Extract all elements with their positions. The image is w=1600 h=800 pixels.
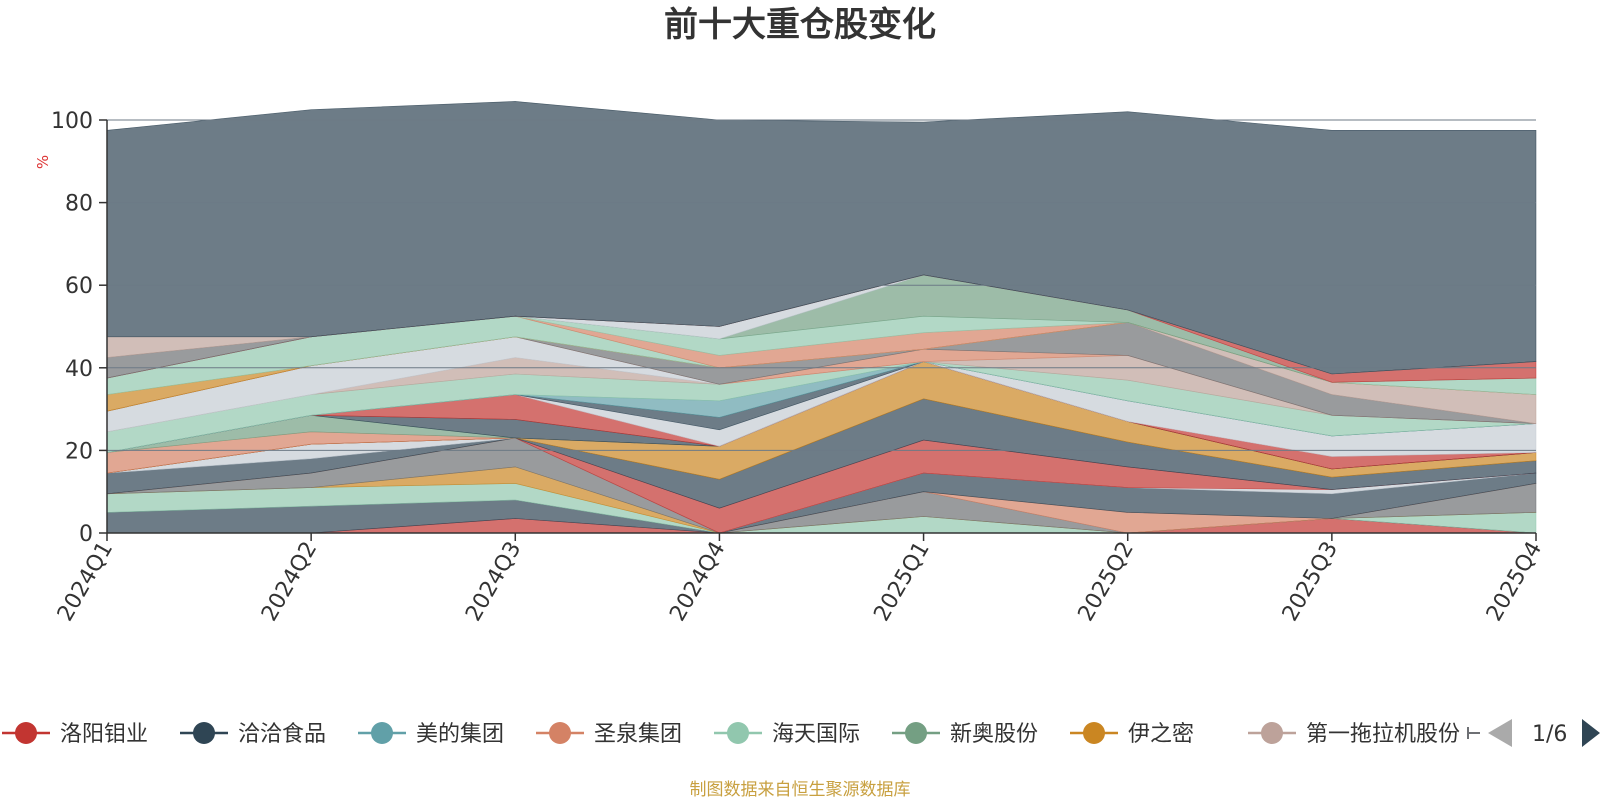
legend-marker-icon [371,722,393,744]
x-tick-label-3: 2024Q4 [665,538,730,626]
grid-lines [107,119,1536,451]
legend-page-indicator: 1/6 [1532,722,1567,747]
legend-label: 圣泉集团 [594,722,682,747]
x-tick-label-0: 2024Q1 [53,538,118,626]
chart-title: 前十大重仓股变化 [664,5,936,45]
y-tick-label-100: 100 [51,109,93,134]
legend-marker-icon [549,722,571,744]
legend-label: 洛阳钼业 [60,722,148,747]
legend-item-5[interactable]: 新奥股份 [892,722,1038,747]
axes [99,119,1537,541]
x-tick-labels: 2024Q1 2024Q2 2024Q3 2024Q4 2025Q1 2025Q2 2025… [53,538,1547,626]
y-axis-unit: % [34,155,52,169]
y-tick-label-60: 60 [65,274,93,299]
legend-marker-icon [727,722,749,744]
legend-marker-icon [1261,722,1283,744]
legend-item-2[interactable]: 美的集团 [358,722,504,747]
legend-label: 伊之密 [1128,722,1194,747]
legend-label: 第一拖拉机股份 [1306,722,1460,747]
legend: 洛阳钼业 洽洽食品 美的集团 圣泉集团 海天国际 新奥股份 伊之密 第一拖拉机股份 [2,722,1480,747]
x-tick-label-2: 2024Q3 [461,538,526,626]
area-series-33 [106,101,1537,375]
legend-label: 新奥股份 [950,722,1038,747]
legend-item-4[interactable]: 海天国际 [714,722,860,747]
x-tick-label-4: 2025Q1 [869,538,934,626]
legend-item-6[interactable]: 伊之密 [1070,722,1194,747]
triangle-left-icon[interactable] [1488,719,1512,747]
x-tick-label-1: 2024Q2 [257,538,322,626]
legend-pager: 1/6 [1488,719,1600,747]
y-tick-label-0: 0 [79,522,93,547]
legend-marker-icon [1083,722,1105,744]
legend-label: 美的集团 [416,722,504,747]
legend-label: 海天国际 [772,722,860,747]
x-tick-label-6: 2025Q3 [1278,538,1343,626]
legend-item-1[interactable]: 洽洽食品 [180,722,326,747]
y-tick-label-20: 20 [65,439,93,464]
legend-item-7[interactable]: 第一拖拉机股份 [1248,722,1460,747]
triangle-right-icon[interactable] [1582,719,1600,747]
legend-marker-icon [193,722,215,744]
y-tick-label-80: 80 [65,192,93,217]
y-tick-label-40: 40 [65,357,93,382]
y-tick-labels: 0 20 40 60 80 100 [51,109,93,547]
x-tick-label-5: 2025Q2 [1074,538,1139,626]
x-tick-label-7: 2025Q4 [1482,538,1547,626]
plot-areas [106,101,1537,534]
legend-label: 洽洽食品 [238,722,326,747]
legend-item-0[interactable]: 洛阳钼业 [2,722,148,747]
legend-marker-icon [905,722,927,744]
legend-marker-icon [15,722,37,744]
source-note: 制图数据来自恒生聚源数据库 [690,780,911,800]
legend-item-3[interactable]: 圣泉集团 [536,722,682,747]
